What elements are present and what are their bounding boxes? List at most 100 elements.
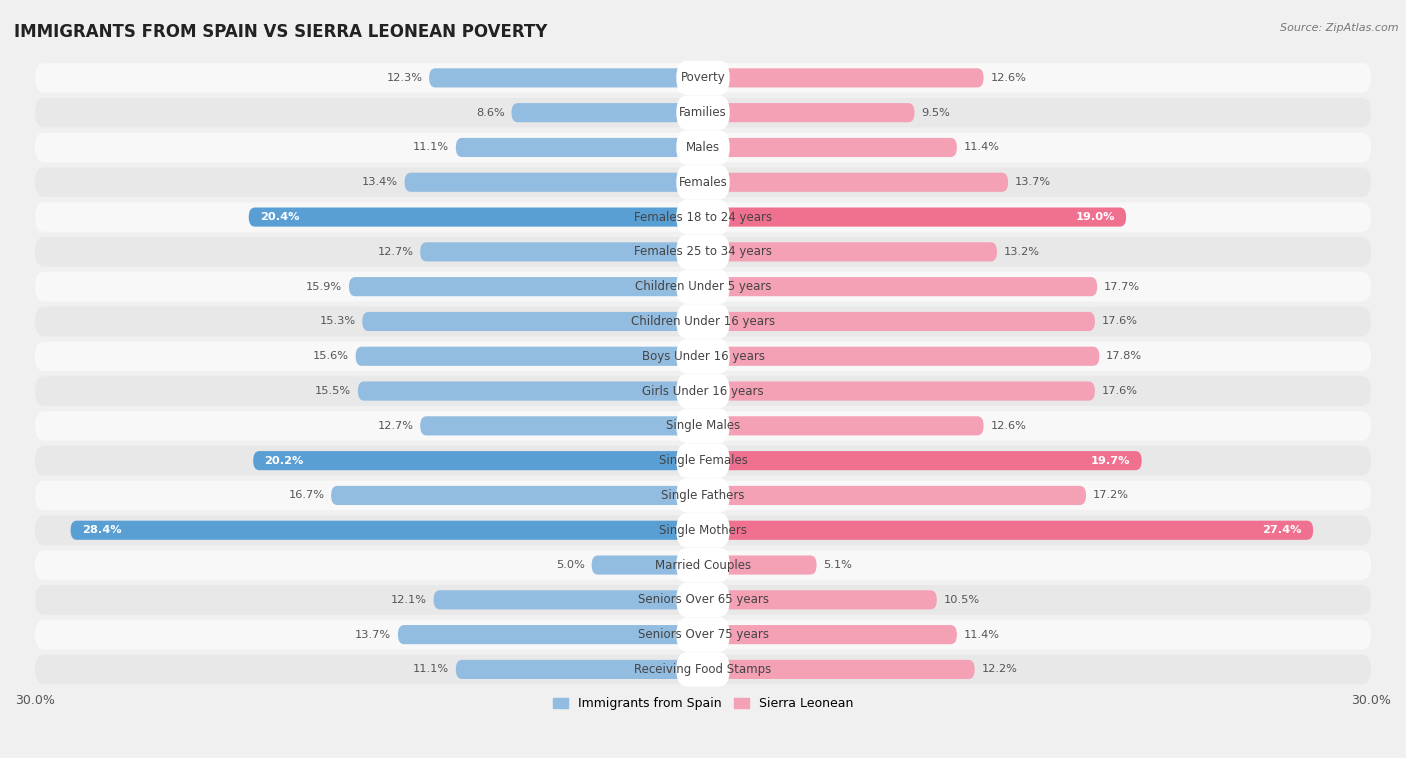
FancyBboxPatch shape [703,451,1142,470]
FancyBboxPatch shape [398,625,703,644]
FancyBboxPatch shape [676,443,730,478]
FancyBboxPatch shape [676,165,730,199]
Text: 12.3%: 12.3% [387,73,422,83]
Text: 19.0%: 19.0% [1076,212,1115,222]
FancyBboxPatch shape [676,304,730,339]
FancyBboxPatch shape [429,68,703,87]
Text: 17.6%: 17.6% [1102,316,1137,327]
FancyBboxPatch shape [405,173,703,192]
Text: Seniors Over 65 years: Seniors Over 65 years [637,594,769,606]
FancyBboxPatch shape [420,243,703,262]
FancyBboxPatch shape [35,376,1371,406]
FancyBboxPatch shape [676,130,730,164]
Text: 13.7%: 13.7% [1015,177,1050,187]
FancyBboxPatch shape [456,660,703,679]
FancyBboxPatch shape [35,655,1371,684]
FancyBboxPatch shape [592,556,703,575]
Text: 5.0%: 5.0% [557,560,585,570]
FancyBboxPatch shape [35,168,1371,197]
FancyBboxPatch shape [703,277,1097,296]
FancyBboxPatch shape [703,346,1099,366]
FancyBboxPatch shape [703,173,1008,192]
Text: Single Fathers: Single Fathers [661,489,745,502]
Text: 17.7%: 17.7% [1104,282,1140,292]
Text: Single Males: Single Males [666,419,740,432]
FancyBboxPatch shape [420,416,703,435]
Text: 15.9%: 15.9% [307,282,342,292]
Text: Females: Females [679,176,727,189]
FancyBboxPatch shape [703,312,1095,331]
FancyBboxPatch shape [703,486,1085,505]
Text: 28.4%: 28.4% [82,525,121,535]
FancyBboxPatch shape [703,208,1126,227]
FancyBboxPatch shape [676,200,730,234]
Text: Source: ZipAtlas.com: Source: ZipAtlas.com [1281,23,1399,33]
Text: 12.6%: 12.6% [990,73,1026,83]
FancyBboxPatch shape [433,590,703,609]
Text: 8.6%: 8.6% [477,108,505,117]
Text: 12.1%: 12.1% [391,595,427,605]
FancyBboxPatch shape [676,409,730,443]
Text: 17.6%: 17.6% [1102,386,1137,396]
FancyBboxPatch shape [35,341,1371,371]
Text: 12.2%: 12.2% [981,665,1017,675]
Text: Boys Under 16 years: Boys Under 16 years [641,349,765,363]
Text: 13.2%: 13.2% [1004,247,1039,257]
FancyBboxPatch shape [676,374,730,409]
Text: 9.5%: 9.5% [921,108,950,117]
FancyBboxPatch shape [676,96,730,130]
FancyBboxPatch shape [359,381,703,401]
FancyBboxPatch shape [676,652,730,687]
FancyBboxPatch shape [703,660,974,679]
FancyBboxPatch shape [70,521,703,540]
FancyBboxPatch shape [676,513,730,547]
Text: 20.4%: 20.4% [260,212,299,222]
Text: 16.7%: 16.7% [288,490,325,500]
Text: Poverty: Poverty [681,71,725,84]
Text: Girls Under 16 years: Girls Under 16 years [643,384,763,397]
Text: 11.1%: 11.1% [413,143,449,152]
FancyBboxPatch shape [35,481,1371,510]
Text: 11.1%: 11.1% [413,665,449,675]
Text: Males: Males [686,141,720,154]
Text: 15.3%: 15.3% [319,316,356,327]
FancyBboxPatch shape [363,312,703,331]
Text: 13.7%: 13.7% [356,630,391,640]
FancyBboxPatch shape [703,103,914,122]
FancyBboxPatch shape [703,625,957,644]
FancyBboxPatch shape [35,585,1371,615]
FancyBboxPatch shape [676,548,730,582]
FancyBboxPatch shape [35,446,1371,475]
Text: Receiving Food Stamps: Receiving Food Stamps [634,663,772,676]
FancyBboxPatch shape [35,411,1371,440]
FancyBboxPatch shape [512,103,703,122]
FancyBboxPatch shape [35,237,1371,267]
Text: 12.6%: 12.6% [990,421,1026,431]
Text: 13.4%: 13.4% [361,177,398,187]
Text: Seniors Over 75 years: Seniors Over 75 years [637,628,769,641]
FancyBboxPatch shape [35,133,1371,162]
Text: Children Under 16 years: Children Under 16 years [631,315,775,328]
FancyBboxPatch shape [676,235,730,269]
Text: 15.6%: 15.6% [314,351,349,362]
FancyBboxPatch shape [676,478,730,512]
FancyBboxPatch shape [676,339,730,374]
Text: 12.7%: 12.7% [377,421,413,431]
FancyBboxPatch shape [676,61,730,95]
Text: Females 18 to 24 years: Females 18 to 24 years [634,211,772,224]
Legend: Immigrants from Spain, Sierra Leonean: Immigrants from Spain, Sierra Leonean [548,692,858,715]
FancyBboxPatch shape [703,590,936,609]
FancyBboxPatch shape [703,556,817,575]
FancyBboxPatch shape [356,346,703,366]
Text: 5.1%: 5.1% [824,560,852,570]
FancyBboxPatch shape [703,138,957,157]
Text: 17.2%: 17.2% [1092,490,1129,500]
FancyBboxPatch shape [35,550,1371,580]
FancyBboxPatch shape [35,515,1371,545]
Text: 20.2%: 20.2% [264,456,304,465]
Text: 12.7%: 12.7% [377,247,413,257]
FancyBboxPatch shape [676,618,730,652]
FancyBboxPatch shape [35,63,1371,92]
FancyBboxPatch shape [349,277,703,296]
FancyBboxPatch shape [35,307,1371,337]
